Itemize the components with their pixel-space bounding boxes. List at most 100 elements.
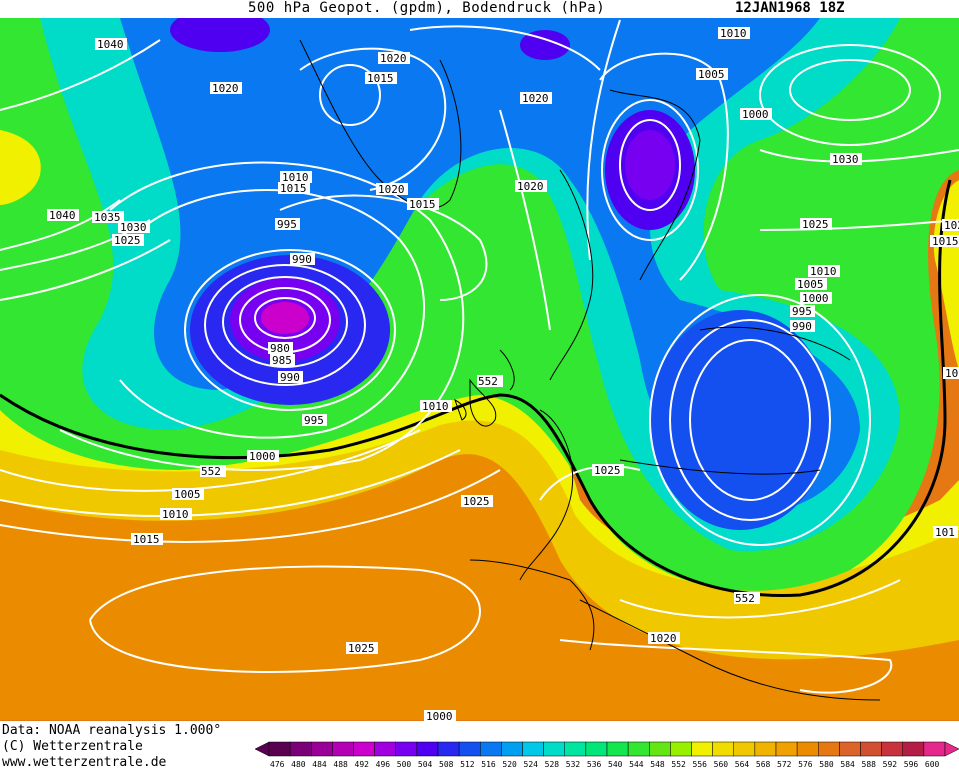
- pressure-label-bg: [278, 182, 310, 194]
- pressure-label: 980: [270, 342, 290, 355]
- legend-swatch: [754, 741, 777, 757]
- legend-arrow-right: [944, 741, 959, 757]
- pressure-label-bg: [280, 171, 312, 183]
- pressure-label: 995: [304, 414, 324, 427]
- pressure-label-bg: [365, 72, 397, 84]
- legend-swatch: [649, 741, 671, 757]
- pressure-label-bg: [800, 218, 832, 230]
- pressure-label-bg: [378, 52, 410, 64]
- pressure-label: 1020: [650, 632, 677, 645]
- pressure-label: 1010: [810, 265, 837, 278]
- pressure-label-bg: [95, 38, 127, 50]
- isobars: [0, 19, 959, 694]
- legend-tick-label: 560: [714, 760, 729, 769]
- pressure-label: 1020: [212, 82, 239, 95]
- legend-swatch: [691, 741, 713, 757]
- scandinavia-trough-inner: [625, 130, 675, 200]
- pressure-label-bg: [302, 414, 327, 426]
- legend-swatch: [353, 741, 375, 757]
- pressure-label: 1030: [832, 153, 859, 166]
- pressure-label-bg: [290, 253, 315, 265]
- legend-swatch: [818, 741, 840, 757]
- pressure-label-bg: [648, 632, 680, 644]
- pressure-labels: 1040102010151020101010151020101010051000…: [47, 27, 959, 721]
- legend-tick-label: 516: [481, 760, 496, 769]
- pressure-label: 101: [935, 526, 955, 539]
- legend-tick-label: 548: [650, 760, 665, 769]
- low-pressure-core-magenta: [261, 302, 309, 334]
- legend-swatch: [501, 741, 523, 757]
- legend-tick-label: 488: [333, 760, 348, 769]
- legend-swatch: [268, 741, 291, 757]
- contour-552-labels: 552 552 552: [200, 375, 760, 605]
- legend-tick-label: 556: [693, 760, 708, 769]
- pressure-label: 1020: [378, 183, 405, 196]
- legend-swatch: [585, 741, 608, 757]
- legend-swatch: [374, 741, 396, 757]
- pressure-label: 990: [292, 253, 312, 266]
- pressure-label-bg: [461, 495, 493, 507]
- legend-swatch: [311, 741, 333, 757]
- pressure-label-bg: [270, 354, 295, 366]
- pressure-label-bg: [160, 508, 192, 520]
- yellow-high-nw: [0, 130, 41, 205]
- pressure-label-bg: [790, 305, 815, 317]
- pressure-label: 1025: [114, 234, 141, 247]
- legend-tick-label: 520: [502, 760, 517, 769]
- label-552-west: 552: [201, 465, 221, 478]
- legend-tick-label: 584: [840, 760, 855, 769]
- pressure-label-bg: [740, 108, 772, 120]
- legend-swatch: [564, 741, 587, 757]
- map-title: 500 hPa Geopot. (gpdm), Bodendruck (hPa): [248, 0, 606, 16]
- legend-tick-label: 564: [735, 760, 750, 769]
- legend-swatch: [606, 741, 629, 757]
- pressure-label: 1005: [698, 68, 725, 81]
- legend-tick-label: 544: [629, 760, 644, 769]
- legend-swatch: [543, 741, 565, 757]
- legend-swatch: [395, 741, 418, 757]
- pressure-label-bg: [718, 27, 750, 39]
- legend-tick-label: 484: [312, 760, 327, 769]
- pressure-label-bg: [420, 400, 452, 412]
- pressure-label-bg: [118, 221, 150, 233]
- pressure-label-bg: [830, 153, 862, 165]
- color-scale-legend: 476 480 484 488 492 496 500 504 508 512 516 520 524 5…: [255, 741, 959, 769]
- legend-swatch: [458, 741, 481, 757]
- footer-data-source: Data: NOAA reanalysis 1.000°: [2, 723, 222, 738]
- legend-swatch: [902, 741, 925, 757]
- legend-swatch: [670, 741, 692, 757]
- legend-tick-label: 492: [355, 760, 370, 769]
- legend-tick-label: 580: [819, 760, 834, 769]
- legend-tick-label: 572: [777, 760, 792, 769]
- pressure-label-bg: [172, 488, 204, 500]
- legend-tick-label: 588: [862, 760, 877, 769]
- legend-swatch: [881, 741, 903, 757]
- pressure-label: 1025: [463, 495, 490, 508]
- pressure-label-bg: [930, 235, 959, 247]
- pressure-label: 1040: [97, 38, 124, 51]
- pressure-label: 1015: [409, 198, 436, 211]
- pressure-label-bg: [376, 183, 408, 195]
- legend-tick-label: 524: [524, 760, 539, 769]
- legend-tick-label: 508: [439, 760, 454, 769]
- pressure-label: 1010: [422, 400, 449, 413]
- legend-tick-label: 568: [756, 760, 771, 769]
- pressure-label-bg: [92, 211, 124, 223]
- label-552-center: 552: [478, 375, 498, 388]
- pressure-label: 1040: [49, 209, 76, 222]
- eastern-europe-trough: [650, 310, 830, 530]
- pressure-label: 1005: [174, 488, 201, 501]
- legend-swatch: [839, 741, 861, 757]
- pressure-label-bg: [943, 367, 959, 379]
- pressure-label: 1010: [282, 171, 309, 184]
- legend-swatch: [437, 741, 460, 757]
- legend-swatch: [796, 741, 819, 757]
- pressure-label-bg: [942, 219, 959, 231]
- legend-tick-label: 512: [460, 760, 475, 769]
- legend-swatch: [712, 741, 734, 757]
- arctic-trough-core: [170, 18, 270, 52]
- pressure-label: 1015: [367, 72, 394, 85]
- pressure-label-bg: [131, 533, 163, 545]
- pressure-label-bg: [247, 450, 279, 462]
- legend-tick-label: 596: [904, 760, 919, 769]
